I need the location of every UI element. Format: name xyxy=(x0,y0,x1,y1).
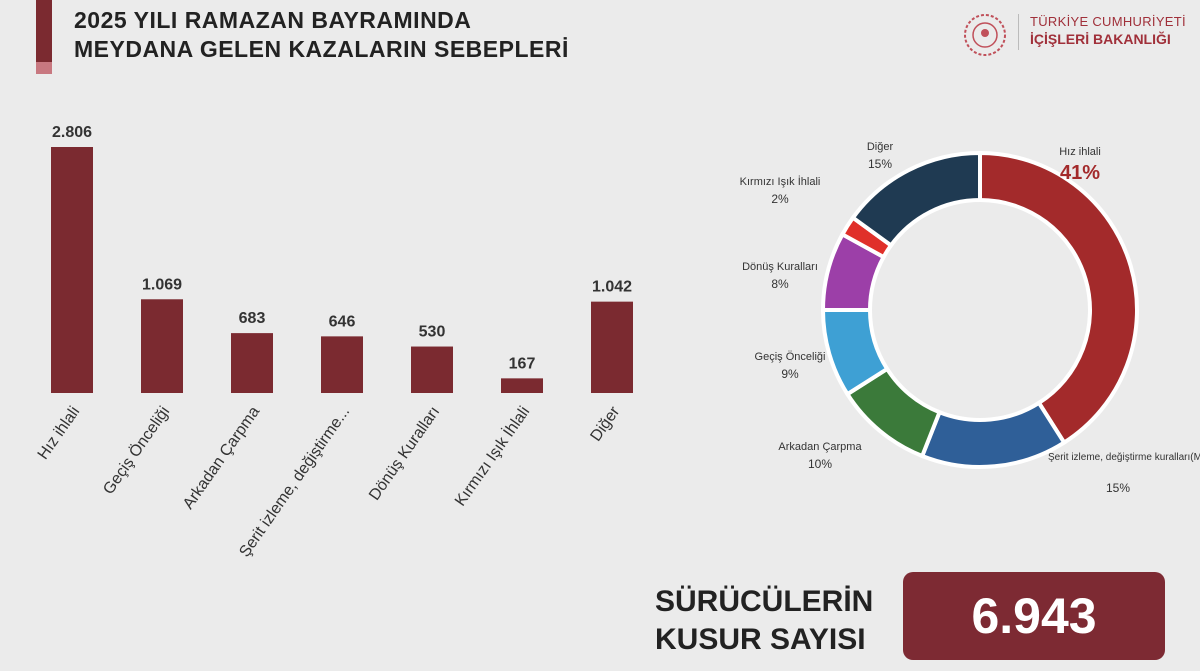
slice-percent-label: 41% xyxy=(1060,162,1100,184)
summary-label: SÜRÜCÜLERİN KUSUR SAYISI xyxy=(655,583,873,659)
bar-value-label: 167 xyxy=(509,355,536,372)
bar xyxy=(51,147,93,393)
page-title: 2025 YILI RAMAZAN BAYRAMINDA MEYDANA GEL… xyxy=(74,6,569,64)
ministry-name-line-2: İÇİŞLERİ BAKANLIĞI xyxy=(1030,31,1171,47)
slice-percent-label: 8% xyxy=(771,277,789,291)
slice-percent-label: 9% xyxy=(781,367,799,381)
bar-category-label: Arkadan Çarpma xyxy=(180,403,263,512)
slice-name-label: Hız ihlali xyxy=(1059,146,1101,158)
bar xyxy=(501,378,543,393)
donut-slice xyxy=(919,400,1067,469)
bar-value-label: 646 xyxy=(329,313,356,330)
bar-category-label: Hız ihlali xyxy=(35,404,84,463)
bar-value-label: 683 xyxy=(239,310,266,327)
ministry-name-line-1: TÜRKİYE CUMHURİYETİ xyxy=(1030,14,1186,29)
slice-name-label: Dönüş Kuralları xyxy=(742,261,818,273)
slice-name-label: Geçiş Önceliği xyxy=(755,351,826,363)
slice-percent-label: 10% xyxy=(808,457,832,471)
slice-name-label: Şerit izleme, değiştirme kuralları(Makas… xyxy=(1048,452,1200,463)
bar xyxy=(591,301,633,393)
slice-percent-label: 2% xyxy=(771,192,789,206)
bar-category-label: Geçiş Önceliği xyxy=(99,403,173,498)
bar-value-label: 1.042 xyxy=(592,279,632,296)
slice-percent-label: 15% xyxy=(1106,481,1130,495)
title-accent-bar xyxy=(36,0,52,62)
slice-name-label: Arkadan Çarpma xyxy=(778,441,862,453)
bar-chart: 2.806 Hız ihlali 1.069 Geçiş Önceliği 683 Ark… xyxy=(35,124,633,561)
logo-divider xyxy=(1018,14,1019,50)
bar-value-label: 1.069 xyxy=(142,276,182,293)
bar xyxy=(411,346,453,393)
donut-slice xyxy=(850,150,982,249)
bar-category-label: Diğer xyxy=(587,403,623,445)
summary-label-line-1: SÜRÜCÜLERİN xyxy=(655,585,874,618)
bar-category-label: Kırmızı Işık İhlali xyxy=(450,402,533,509)
summary-value: 6.943 xyxy=(971,588,1097,644)
bar-category-label: Şerit izleme, değiştirme... xyxy=(236,404,353,561)
bar-value-label: 2.806 xyxy=(52,124,92,141)
bar-value-label: 530 xyxy=(419,324,446,341)
bar xyxy=(321,336,363,393)
donut-chart: Hız ihlali 41% Şerit izleme, değiştirme ku… xyxy=(740,141,1200,495)
slice-percent-label: 15% xyxy=(868,157,892,171)
ministry-seal-icon xyxy=(964,14,1006,56)
title-line-2: MEYDANA GELEN KAZALARIN SEBEPLERİ xyxy=(74,36,569,62)
slice-name-label: Kırmızı Işık İhlali xyxy=(740,175,821,188)
summary-label-line-2: KUSUR SAYISI xyxy=(655,623,866,656)
bar xyxy=(141,299,183,393)
donut-slice xyxy=(978,150,1139,446)
title-accent-bar-light xyxy=(36,62,52,74)
bar xyxy=(231,333,273,393)
bar-category-label: Dönüş Kuralları xyxy=(366,404,443,504)
title-line-1: 2025 YILI RAMAZAN BAYRAMINDA xyxy=(74,7,472,33)
summary-value-box: 6.943 xyxy=(903,572,1165,660)
slice-name-label: Diğer xyxy=(867,141,894,153)
